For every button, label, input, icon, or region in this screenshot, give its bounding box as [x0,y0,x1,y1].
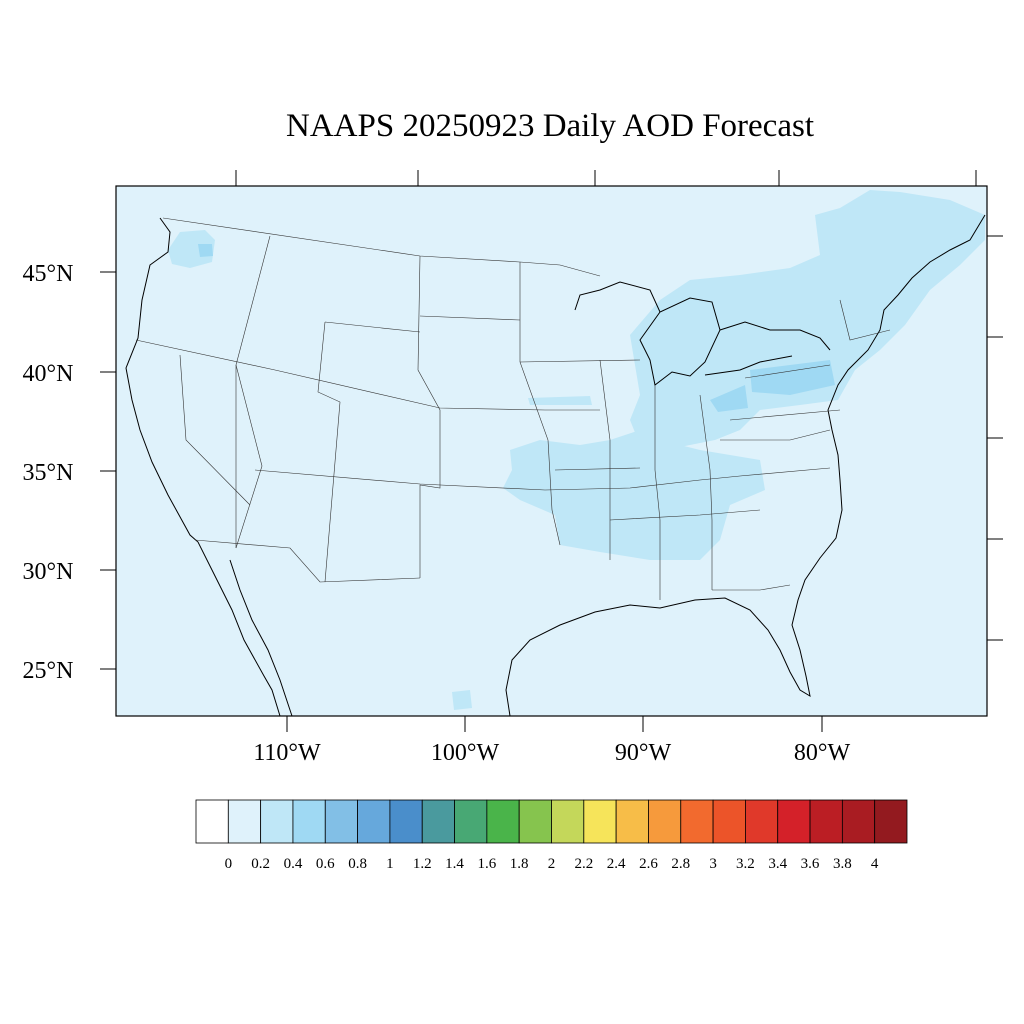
coastlines [125,214,986,717]
colorbar-label: 0 [225,856,233,872]
lat-label-45: 45°N [23,261,74,287]
colorbar-swatch [195,799,229,844]
colorbar-label: 3.8 [833,856,852,872]
colorbar-swatch [745,799,779,844]
bottom-ticks [286,716,823,732]
aod-patch-pennsylvania [750,360,835,395]
colorbar-label: 2.6 [639,856,658,872]
colorbar-swatch [260,799,294,844]
colorbar-label: 3 [709,856,717,872]
top-ticks [235,170,977,186]
colorbar-label: 3.6 [801,856,820,872]
colorbar-label: 3.4 [768,856,787,872]
aod-patches [168,190,985,710]
aod-patch-michigan [800,260,855,290]
state-boundaries [135,217,891,600]
colorbar-label: 0.2 [251,856,270,872]
colorbar-swatch [680,799,714,844]
colorbar-swatch [324,799,358,844]
colorbar-swatch [486,799,520,844]
colorbar-swatch [809,799,843,844]
colorbar-label: 2.8 [671,856,690,872]
lon-label-80: 80°W [794,740,851,766]
colorbar-swatch [841,799,876,844]
colorbar-label: 0.8 [348,856,367,872]
aod-patch-ohio [710,385,748,412]
colorbar-label: 1.4 [445,856,464,872]
lon-label-110: 110°W [253,740,321,766]
aod-patch-kansas [528,396,592,405]
lat-label-25: 25°N [23,658,74,684]
colorbar-swatch [389,799,423,844]
colorbar-label: 4 [871,856,879,872]
colorbar-swatch [874,799,908,844]
map-title: NAAPS 20250923 Daily AOD Forecast [286,108,814,144]
colorbar-label: 2.2 [574,856,593,872]
aod-patch-gulf [452,690,472,710]
colorbar-label: 3.2 [736,856,755,872]
lon-label-90: 90°W [615,740,672,766]
aod-patch-northeast [630,190,985,450]
left-ticks [100,271,116,670]
colorbar-swatch [227,799,262,844]
right-ticks [987,235,1003,641]
colorbar-swatch [583,799,617,844]
colorbar-swatch [615,799,649,844]
aod-patch-mississippi [503,430,765,560]
lat-label-30: 30°N [23,559,74,585]
colorbar-swatch [648,799,682,844]
lon-label-100: 100°W [431,740,500,766]
aod-patch-washington-core [198,244,213,257]
colorbar-swatch [712,799,746,844]
colorbar-label: 0.4 [284,856,303,872]
colorbar-swatch [518,799,552,844]
colorbar-label: 1.8 [510,856,529,872]
colorbar-label: 1.2 [413,856,432,872]
colorbar-label: 1 [386,856,394,872]
colorbar-label: 2.4 [607,856,626,872]
colorbar-swatch [357,799,391,844]
lat-label-35: 35°N [23,460,74,486]
colorbar-label: 2 [548,856,556,872]
colorbar-swatch [292,799,326,844]
lat-label-40: 40°N [23,361,74,387]
colorbar-swatch [777,799,811,844]
aod-patch-washington [168,230,215,268]
map-frame [115,185,988,717]
colorbar-swatch [421,799,455,844]
colorbar-label: 0.6 [316,856,335,872]
colorbar-swatch [551,799,585,844]
colorbar [195,799,908,844]
colorbar-swatch [454,799,488,844]
colorbar-labels: 0 0.2 0.4 0.6 0.8 1 1.2 1.4 1.6 1.8 2 2.2 2.4 2.6 2.8 3… [225,856,879,872]
colorbar-label: 1.6 [477,856,496,872]
